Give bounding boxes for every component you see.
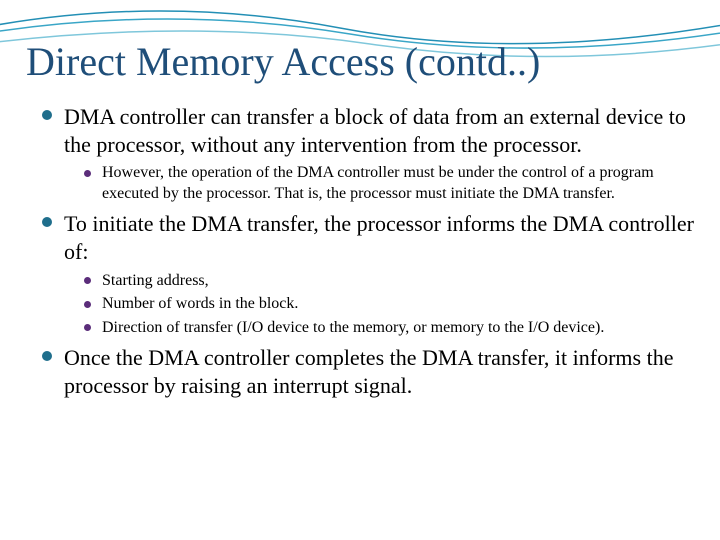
bullet-item: DMA controller can transfer a block of d… (42, 103, 696, 204)
sub-bullet-text: Direction of transfer (I/O device to the… (102, 319, 604, 336)
bullet-text: To initiate the DMA transfer, the proces… (64, 211, 694, 264)
bullet-list: DMA controller can transfer a block of d… (42, 103, 696, 400)
sub-bullet-text: Number of words in the block. (102, 295, 298, 312)
sub-bullet-text: Starting address, (102, 272, 209, 289)
slide-body: DMA controller can transfer a block of d… (0, 95, 720, 426)
bullet-text: Once the DMA controller completes the DM… (64, 345, 673, 398)
sub-bullet-item: However, the operation of the DMA contro… (84, 163, 696, 204)
sub-bullet-text: However, the operation of the DMA contro… (102, 164, 654, 201)
sub-bullet-item: Number of words in the block. (84, 294, 696, 314)
sub-bullet-item: Direction of transfer (I/O device to the… (84, 318, 696, 338)
bullet-text: DMA controller can transfer a block of d… (64, 104, 686, 157)
slide-title: Direct Memory Access (contd..) (26, 38, 694, 85)
bullet-item: Once the DMA controller completes the DM… (42, 344, 696, 400)
bullet-item: To initiate the DMA transfer, the proces… (42, 210, 696, 338)
sub-bullet-list: Starting address, Number of words in the… (84, 271, 696, 338)
slide-title-wrap: Direct Memory Access (contd..) (0, 0, 720, 95)
sub-bullet-item: Starting address, (84, 271, 696, 291)
sub-bullet-list: However, the operation of the DMA contro… (84, 163, 696, 204)
